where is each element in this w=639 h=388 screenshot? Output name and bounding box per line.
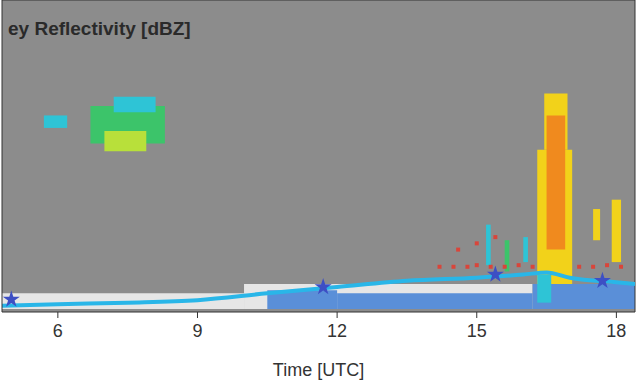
html-text:ey Reflectivity [dBZ]: ey Reflectivity [dBZ] (8, 18, 191, 39)
svg-text:18: 18 (606, 321, 626, 341)
svg-text:Time [UTC]: Time [UTC] (273, 360, 364, 380)
svg-text:6: 6 (53, 321, 63, 341)
svg-text:15: 15 (467, 321, 487, 341)
svg-text:9: 9 (192, 321, 202, 341)
svg-text:12: 12 (327, 321, 347, 341)
